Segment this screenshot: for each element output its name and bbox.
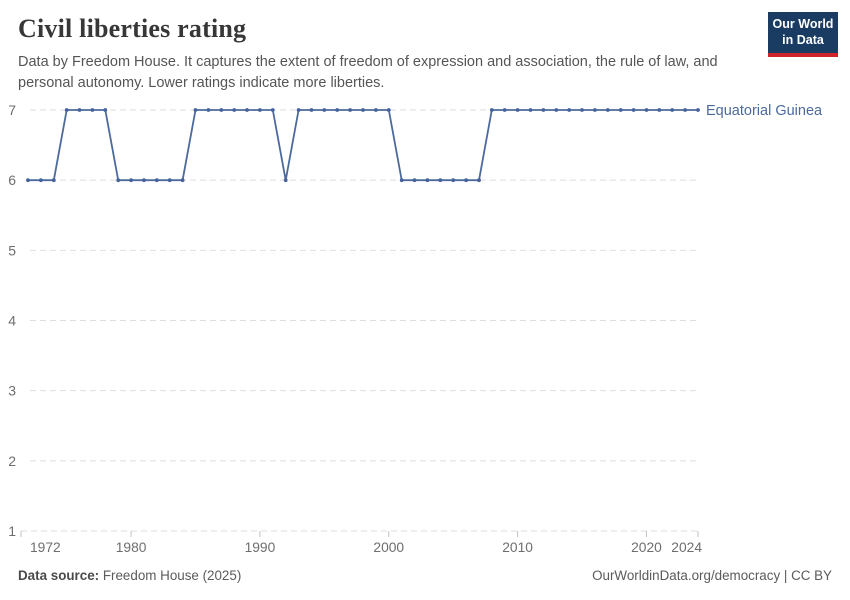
data-point-1992[interactable]: [283, 178, 288, 183]
data-point-1978[interactable]: [103, 108, 108, 112]
data-point-1999[interactable]: [374, 108, 378, 112]
data-point-2022[interactable]: [670, 108, 675, 112]
y-tick-label-1: 1: [8, 523, 16, 539]
data-point-2000[interactable]: [386, 108, 391, 112]
data-point-2006[interactable]: [464, 178, 468, 183]
data-point-2021[interactable]: [657, 108, 662, 112]
x-tick-label-2010: 2010: [502, 540, 533, 555]
data-point-2007[interactable]: [477, 178, 481, 183]
data-point-2019[interactable]: [631, 108, 636, 112]
data-point-1982[interactable]: [154, 178, 159, 183]
data-point-1985[interactable]: [193, 108, 198, 112]
data-point-2009[interactable]: [502, 108, 507, 112]
data-point-1981[interactable]: [142, 178, 146, 183]
data-point-1988[interactable]: [232, 108, 237, 112]
data-point-1986[interactable]: [206, 108, 211, 112]
data-point-1990[interactable]: [258, 108, 262, 112]
y-tick-label-7: 7: [8, 102, 16, 118]
chart-footer: Data source: Freedom House (2025) OurWor…: [18, 568, 832, 583]
data-point-2008[interactable]: [489, 108, 494, 112]
data-point-1993[interactable]: [296, 108, 301, 112]
chart-svg: 1 2 3 4 5 6 7 1972 1980 1990 2000 2010 2020 2024: [8, 102, 702, 555]
data-point-1980[interactable]: [129, 178, 134, 183]
chart-subtitle: Data by Freedom House. It captures the e…: [18, 54, 718, 91]
data-point-1975[interactable]: [64, 108, 69, 112]
data-point-1972[interactable]: [26, 178, 30, 183]
data-point-1989[interactable]: [245, 108, 249, 112]
data-point-1977[interactable]: [90, 108, 95, 112]
y-tick-label-2: 2: [8, 453, 16, 469]
data-source: Data source: Freedom House (2025): [18, 568, 241, 583]
data-point-1996[interactable]: [335, 108, 340, 112]
y-tick-label-5: 5: [8, 242, 16, 258]
data-point-2001[interactable]: [399, 178, 404, 183]
data-point-1987[interactable]: [219, 108, 224, 112]
data-point-2017[interactable]: [605, 108, 610, 112]
data-point-1998[interactable]: [361, 108, 365, 112]
data-line[interactable]: [28, 109, 698, 182]
data-point-2018[interactable]: [618, 108, 623, 112]
data-point-2004[interactable]: [438, 178, 443, 183]
data-point-2020[interactable]: [644, 108, 649, 112]
data-point-2010[interactable]: [515, 108, 520, 112]
data-point-2011[interactable]: [528, 108, 533, 112]
data-source-label: Data source:: [18, 568, 100, 583]
data-point-2016[interactable]: [593, 108, 597, 112]
x-tick-label-2000: 2000: [373, 540, 404, 555]
owid-logo[interactable]: Our World in Data: [768, 12, 838, 57]
series-label-equatorial-guinea[interactable]: Equatorial Guinea: [706, 103, 823, 119]
x-tick-label-1972: 1972: [30, 540, 61, 555]
x-tick-label-1990: 1990: [245, 540, 276, 555]
data-source-value: Freedom House (2025): [99, 568, 242, 583]
data-point-2002[interactable]: [412, 178, 417, 183]
x-tick-label-2020: 2020: [631, 540, 662, 555]
data-point-2003[interactable]: [425, 178, 430, 183]
owid-logo-line1: Our World: [772, 17, 834, 31]
data-point-1979[interactable]: [116, 178, 121, 183]
data-point-2024[interactable]: [696, 108, 700, 112]
data-point-2005[interactable]: [451, 178, 456, 183]
data-point-2015[interactable]: [580, 108, 584, 112]
data-point-1976[interactable]: [77, 108, 82, 112]
data-point-1984[interactable]: [180, 178, 185, 183]
data-point-1995[interactable]: [322, 108, 327, 112]
data-point-1973[interactable]: [39, 178, 43, 183]
data-point-1983[interactable]: [167, 178, 172, 183]
data-point-1974[interactable]: [51, 178, 56, 183]
y-tick-label-6: 6: [8, 172, 16, 188]
x-tick-label-2024: 2024: [671, 540, 702, 555]
y-tick-label-4: 4: [8, 313, 16, 329]
owid-logo-line2: in Data: [782, 32, 824, 47]
data-point-1991[interactable]: [270, 108, 275, 112]
data-point-2013[interactable]: [554, 108, 559, 112]
data-point-2014[interactable]: [567, 108, 572, 112]
page-title: Civil liberties rating: [18, 14, 247, 43]
data-point-2023[interactable]: [683, 108, 687, 112]
data-point-1997[interactable]: [348, 108, 352, 112]
owid-license-link[interactable]: OurWorldinData.org/democracy | CC BY: [592, 568, 832, 583]
data-point-2012[interactable]: [541, 108, 546, 112]
data-point-1994[interactable]: [309, 108, 314, 112]
x-tick-label-1980: 1980: [116, 540, 147, 555]
y-tick-label-3: 3: [8, 383, 16, 399]
